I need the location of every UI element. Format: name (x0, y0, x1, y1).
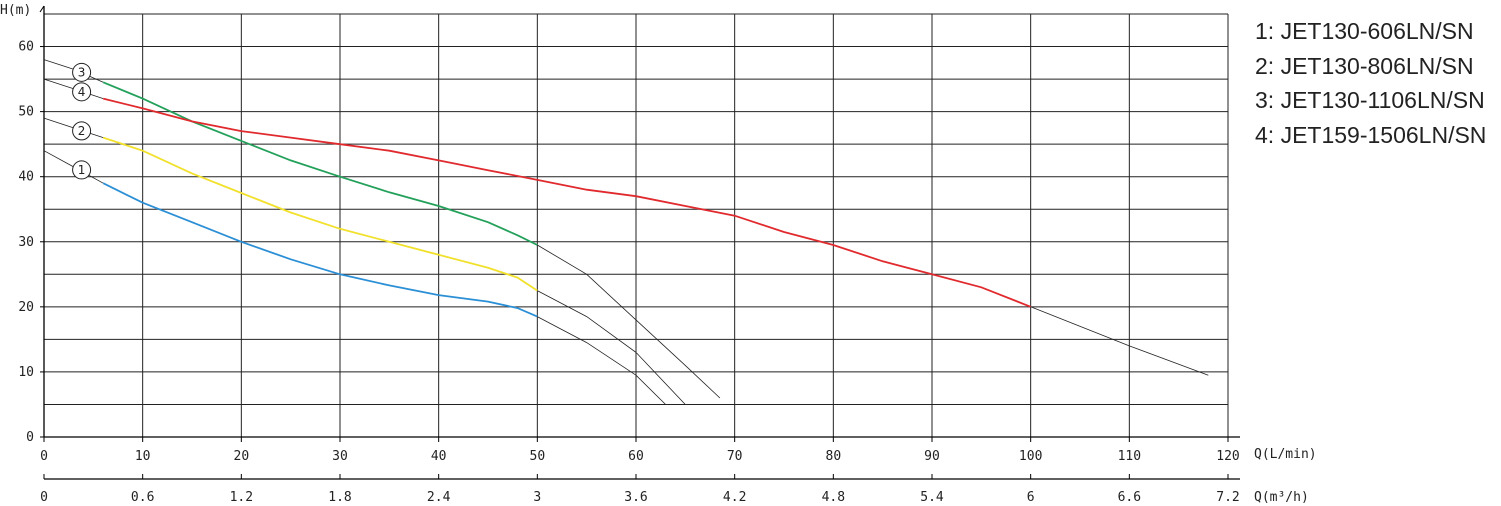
series-line-4 (102, 97, 1032, 308)
curve-extension-end-4 (1030, 306, 1209, 376)
x-tick-label-lmin: 110 (1118, 449, 1141, 464)
axes (39, 5, 1240, 480)
y-axis-arrow (39, 5, 45, 13)
series-line-1 (102, 182, 538, 318)
series-marker-label-2: 2 (78, 124, 86, 138)
x-tick-label-m3h: 6.6 (1118, 490, 1141, 505)
x-tick-label-m3h: 6 (1027, 490, 1035, 505)
x-axis-label-m3h: Q(m³/h) (1254, 490, 1309, 505)
x-tick-label-lmin: 40 (431, 449, 447, 464)
legend-item-1: 1: JET130-606LN/SN (1255, 18, 1474, 44)
x-tick-label-m3h: 5.4 (920, 490, 944, 505)
x-tick-label-m3h: 1.8 (328, 490, 351, 505)
y-tick-label: 0 (26, 430, 34, 445)
y-axis-label: H(m) (0, 3, 31, 18)
series-line-3 (102, 81, 538, 246)
series-marker-label-3: 3 (78, 65, 86, 79)
y-tick-label: 60 (18, 40, 34, 55)
y-tick-label: 10 (18, 365, 34, 380)
series-marker-circle-2 (72, 121, 92, 141)
x-tick-label-m3h: 0.6 (131, 490, 154, 505)
series-marker-label-4: 4 (78, 85, 86, 99)
series-marker-label-1: 1 (78, 163, 86, 177)
x-tick-label-lmin: 100 (1019, 449, 1042, 464)
y-tick-label: 30 (18, 235, 34, 250)
series-marker-circle-3 (72, 62, 92, 82)
x-tick-label-m3h: 3 (533, 490, 541, 505)
x-tick-label-m3h: 7.2 (1216, 490, 1239, 505)
x-tick-label-m3h: 4.8 (822, 490, 845, 505)
legend-item-3: 3: JET130-1106LN/SN (1255, 87, 1485, 113)
x-tick-label-m3h: 0 (40, 490, 48, 505)
x-axis-label-lmin: Q(L/min) (1254, 447, 1317, 462)
x-tick-label-m3h: 3.6 (624, 490, 647, 505)
curves (43, 59, 1209, 405)
curve-extension-end-1 (537, 316, 666, 405)
x-tick-label-lmin: 120 (1216, 449, 1239, 464)
x-tick-label-lmin: 60 (628, 449, 644, 464)
x-tick-label-lmin: 10 (135, 449, 151, 464)
y-tick-label: 50 (18, 105, 34, 120)
series-marker-circle-4 (72, 82, 92, 102)
x-tick-label-lmin: 70 (727, 449, 743, 464)
x-tick-label-m3h: 2.4 (427, 490, 451, 505)
series-line-2 (102, 136, 538, 292)
x-tick-label-m3h: 1.2 (230, 490, 253, 505)
legend-item-4: 4: JET159-1506LN/SN (1255, 121, 1487, 148)
series-marker-circle-1 (72, 160, 92, 180)
grid (43, 13, 1229, 438)
curve-extension-end-2 (537, 290, 686, 405)
x-tick-label-lmin: 20 (234, 449, 250, 464)
x-tick-label-lmin: 50 (530, 449, 546, 464)
x-tick-label-lmin: 80 (826, 449, 842, 464)
x-tick-label-m3h: 4.2 (723, 490, 746, 505)
legend: 1: JET130-606LN/SN 2: JET130-806LN/SN 3:… (1255, 14, 1486, 152)
y-tick-label: 40 (18, 170, 34, 185)
x-tick-label-lmin: 30 (332, 449, 348, 464)
y-tick-label: 20 (18, 300, 34, 315)
legend-item-2: 2: JET130-806LN/SN (1255, 52, 1474, 79)
x-tick-label-lmin: 0 (40, 449, 48, 464)
curve-extension-end-3 (537, 244, 721, 399)
x-tick-label-lmin: 90 (924, 449, 940, 464)
